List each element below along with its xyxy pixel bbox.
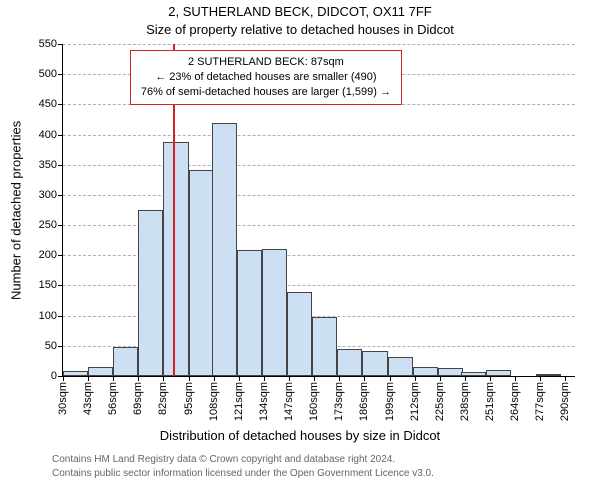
x-tick-mark <box>88 376 89 381</box>
x-tick-mark <box>515 376 516 381</box>
footer-copyright-1: Contains HM Land Registry data © Crown c… <box>52 454 395 465</box>
y-tick-label: 400 <box>39 129 57 141</box>
x-tick-label: 173sqm <box>333 382 345 421</box>
grid-line <box>63 135 575 136</box>
grid-line <box>63 195 575 196</box>
y-tick-mark <box>58 74 63 75</box>
x-tick-label: 199sqm <box>384 382 396 421</box>
y-tick-label: 250 <box>39 219 57 231</box>
histogram-bar <box>312 317 337 376</box>
y-tick-mark <box>58 346 63 347</box>
y-tick-label: 300 <box>39 189 57 201</box>
histogram-bar <box>237 250 262 376</box>
x-tick-label: 121sqm <box>233 382 245 421</box>
annotation-line: 76% of semi-detached houses are larger (… <box>141 85 391 100</box>
y-tick-label: 500 <box>39 68 57 80</box>
histogram-bar <box>438 368 463 376</box>
x-tick-label: 160sqm <box>308 382 320 421</box>
x-tick-mark <box>465 376 466 381</box>
histogram-bar <box>212 123 237 376</box>
x-tick-mark <box>264 376 265 381</box>
histogram-bar <box>113 347 138 376</box>
y-tick-mark <box>58 316 63 317</box>
x-tick-label: 108sqm <box>208 382 220 421</box>
y-tick-mark <box>58 104 63 105</box>
title-main: 2, SUTHERLAND BECK, DIDCOT, OX11 7FF <box>0 4 600 19</box>
y-tick-mark <box>58 165 63 166</box>
x-tick-mark <box>540 376 541 381</box>
y-tick-mark <box>58 135 63 136</box>
y-tick-mark <box>58 285 63 286</box>
annotation-line: ← 23% of detached houses are smaller (49… <box>141 70 391 85</box>
y-tick-label: 100 <box>39 310 57 322</box>
x-tick-mark <box>63 376 64 381</box>
histogram-bar <box>163 142 188 376</box>
x-tick-label: 290sqm <box>559 382 571 421</box>
x-tick-mark <box>440 376 441 381</box>
x-tick-label: 56sqm <box>107 382 119 415</box>
y-tick-label: 550 <box>39 38 57 50</box>
histogram-bar <box>189 170 214 376</box>
y-tick-label: 200 <box>39 249 57 261</box>
x-tick-mark <box>214 376 215 381</box>
x-tick-mark <box>138 376 139 381</box>
histogram-bar <box>388 357 413 376</box>
y-tick-mark <box>58 195 63 196</box>
y-tick-mark <box>58 255 63 256</box>
x-tick-mark <box>189 376 190 381</box>
histogram-bar <box>362 351 387 376</box>
x-tick-label: 134sqm <box>258 382 270 421</box>
annotation-line: 2 SUTHERLAND BECK: 87sqm <box>141 55 391 70</box>
y-tick-label: 450 <box>39 98 57 110</box>
x-tick-mark <box>364 376 365 381</box>
annotation-box: 2 SUTHERLAND BECK: 87sqm← 23% of detache… <box>130 50 402 105</box>
title-sub: Size of property relative to detached ho… <box>0 22 600 37</box>
x-tick-mark <box>113 376 114 381</box>
y-tick-mark <box>58 225 63 226</box>
x-tick-mark <box>490 376 491 381</box>
histogram-bar <box>138 210 163 376</box>
x-tick-label: 30sqm <box>57 382 69 415</box>
y-axis-label: Number of detached properties <box>9 120 24 299</box>
histogram-bar <box>262 249 287 376</box>
x-tick-mark <box>239 376 240 381</box>
x-tick-mark <box>339 376 340 381</box>
y-tick-label: 350 <box>39 159 57 171</box>
x-tick-mark <box>163 376 164 381</box>
histogram-bar <box>413 367 438 376</box>
x-axis-label: Distribution of detached houses by size … <box>0 428 600 443</box>
x-tick-label: 82sqm <box>157 382 169 415</box>
x-tick-mark <box>289 376 290 381</box>
histogram-bar <box>287 292 312 377</box>
x-tick-label: 147sqm <box>283 382 295 421</box>
x-tick-mark <box>314 376 315 381</box>
x-tick-label: 95sqm <box>183 382 195 415</box>
x-tick-label: 212sqm <box>409 382 421 421</box>
y-tick-label: 0 <box>51 370 57 382</box>
x-tick-mark <box>415 376 416 381</box>
x-tick-label: 43sqm <box>82 382 94 415</box>
histogram-bar <box>337 349 362 376</box>
x-tick-label: 186sqm <box>358 382 370 421</box>
histogram-bar <box>63 371 88 376</box>
x-tick-label: 264sqm <box>509 382 521 421</box>
x-tick-label: 238sqm <box>459 382 471 421</box>
x-tick-label: 225sqm <box>434 382 446 421</box>
y-tick-mark <box>58 44 63 45</box>
plot-area: 05010015020025030035040045050055030sqm43… <box>62 44 575 377</box>
grid-line <box>63 165 575 166</box>
histogram-bar <box>88 367 113 376</box>
x-tick-label: 69sqm <box>132 382 144 415</box>
x-tick-label: 277sqm <box>534 382 546 421</box>
x-tick-label: 251sqm <box>484 382 496 421</box>
footer-copyright-2: Contains public sector information licen… <box>52 468 434 479</box>
y-tick-label: 50 <box>45 340 57 352</box>
x-tick-mark <box>565 376 566 381</box>
x-tick-mark <box>390 376 391 381</box>
chart-container: 2, SUTHERLAND BECK, DIDCOT, OX11 7FF Siz… <box>0 0 600 500</box>
y-tick-label: 150 <box>39 279 57 291</box>
grid-line <box>63 44 575 45</box>
